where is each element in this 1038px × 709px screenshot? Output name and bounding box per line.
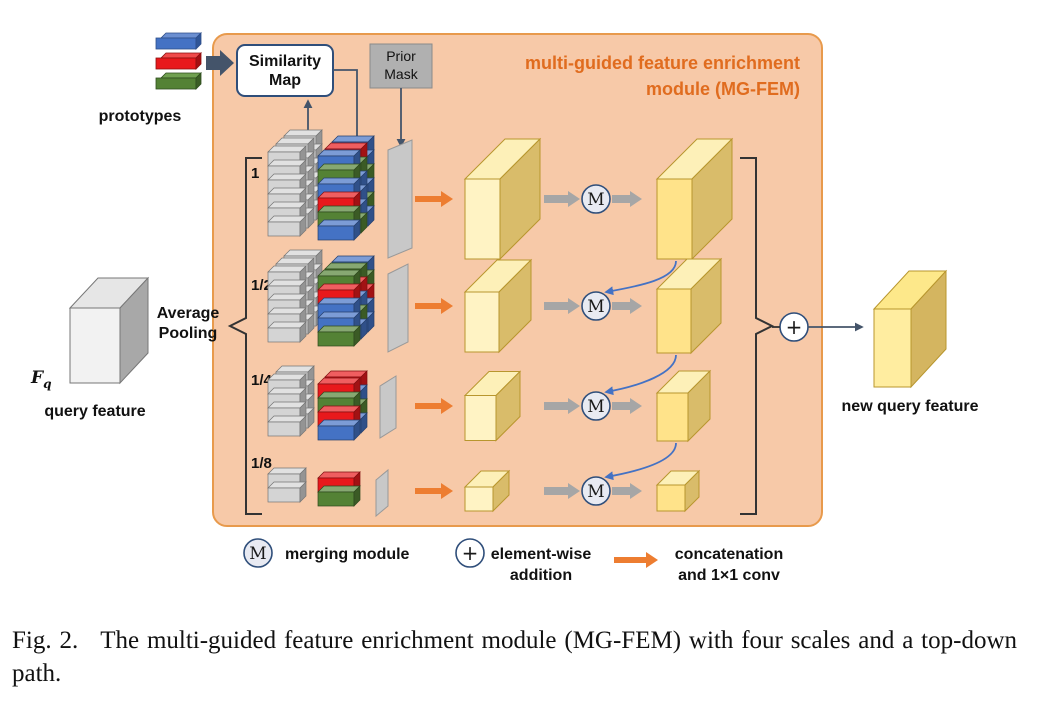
legend-merge-label: merging module [285, 546, 410, 563]
prototype-blue [155, 32, 202, 50]
merge-symbol-2: M [587, 297, 604, 317]
to-merge-arrow-2 [544, 298, 580, 314]
mg-fem-diagram: multi-guided feature enrichment module (… [30, 32, 979, 584]
from-merge-arrow-4 [612, 483, 642, 499]
top-down-arrow-3 [604, 442, 677, 481]
query-feature-cube [68, 276, 150, 385]
legend-merge-symbol: M [249, 544, 266, 564]
to-merge-arrow-1 [544, 191, 580, 207]
legend-concat-arrow-icon [614, 552, 658, 568]
legend-concat-line1: concatenation [675, 546, 783, 563]
merge-symbol-4: M [587, 482, 604, 502]
concat-arrow-4 [415, 483, 453, 499]
similarity-to-stack-arrow [333, 69, 362, 150]
feature-stack-1 [267, 129, 413, 259]
query-feature-symbol: Fq [30, 368, 51, 391]
from-merge-arrow-3 [612, 398, 642, 414]
feature-stacks [267, 129, 413, 518]
merge-node-4 [581, 476, 611, 506]
prototypes-label: prototypes [99, 108, 182, 125]
feature-stack-4 [267, 467, 389, 518]
merge-symbol-1: M [587, 190, 604, 210]
prior-mask-plane-3 [379, 375, 397, 439]
right-bracket [740, 157, 775, 515]
prototype-red [155, 52, 202, 70]
concat-arrow-2 [415, 298, 453, 314]
avg-pooling-line2: Pooling [159, 325, 218, 342]
legend-add-symbol: + [462, 541, 479, 565]
prior-mask-box [369, 43, 433, 89]
concat-arrow-3 [415, 398, 453, 414]
fused-feature-cube-1 [463, 137, 542, 261]
figure-caption: Fig. 2. The multi-guided feature enrichme… [12, 624, 1017, 690]
scale-flow-1: M [415, 137, 734, 261]
prior-mask-plane-1 [387, 139, 413, 259]
merged-feature-cube-3 [655, 369, 712, 443]
similarity-map-line1: Similarity [249, 53, 321, 70]
prior-mask-line2: Mask [384, 66, 418, 82]
prototype-green [155, 72, 202, 90]
scale-flow-2: M [415, 257, 723, 355]
caption-text: The multi-guided feature enrichment modu… [12, 627, 1017, 687]
addition-symbol: + [786, 315, 803, 339]
new-query-feature-label: new query feature [842, 398, 979, 415]
module-title-line1: multi-guided feature enrichment [525, 53, 800, 73]
module-title-line2: module (MG-FEM) [646, 79, 800, 99]
legend-concat-line2: and 1×1 conv [678, 567, 780, 584]
prior-mask-plane-2 [387, 263, 409, 353]
prior-mask-line1: Prior [386, 48, 416, 64]
avg-pooling-line1: Average [157, 305, 220, 322]
left-bracket [227, 157, 262, 515]
scale-label-8: 1/8 [251, 455, 272, 472]
concat-arrow-1 [415, 191, 453, 207]
to-merge-arrow-3 [544, 398, 580, 414]
from-merge-arrow-1 [612, 191, 642, 207]
legend: M merging module + element-wise addition… [243, 538, 783, 584]
scale-label-2: 1/2 [251, 277, 272, 294]
legend-merge-icon [243, 538, 273, 568]
similarity-map-line2: Map [269, 72, 301, 89]
caption-tag: Fig. 2. [12, 627, 79, 654]
merged-feature-cube-4 [655, 469, 701, 513]
prototypes-stack [155, 32, 202, 90]
prototypes-to-similarity-arrow [206, 50, 234, 76]
fused-feature-cube-4 [463, 469, 511, 513]
new-query-feature-cube [872, 269, 948, 389]
to-merge-arrow-4 [544, 483, 580, 499]
merged-feature-cube-1 [655, 137, 734, 261]
merge-node-3 [581, 391, 611, 421]
query-feature-label: query feature [44, 403, 145, 420]
scale-flow-4: M [415, 469, 701, 513]
scale-label-1: 1 [251, 165, 259, 182]
merge-node-2 [581, 291, 611, 321]
feature-stack-3 [267, 365, 397, 441]
feature-stack-2 [267, 249, 409, 353]
merge-symbol-3: M [587, 397, 604, 417]
fused-feature-cube-3 [463, 370, 522, 442]
merge-node-1 [581, 184, 611, 214]
from-merge-arrow-2 [612, 298, 642, 314]
merged-feature-cube-2 [655, 257, 723, 355]
legend-add-line2: addition [510, 567, 572, 584]
feature-flows: M M M M [415, 137, 734, 513]
legend-add-line1: element-wise [491, 546, 592, 563]
legend-add-icon [455, 538, 485, 568]
top-down-arrow-1 [604, 260, 677, 296]
prior-mask-plane-4 [375, 468, 389, 518]
scale-flow-3: M [415, 369, 712, 443]
top-down-arrow-2 [604, 354, 677, 396]
fused-feature-cube-2 [463, 258, 533, 354]
scale-label-4: 1/4 [251, 372, 273, 389]
